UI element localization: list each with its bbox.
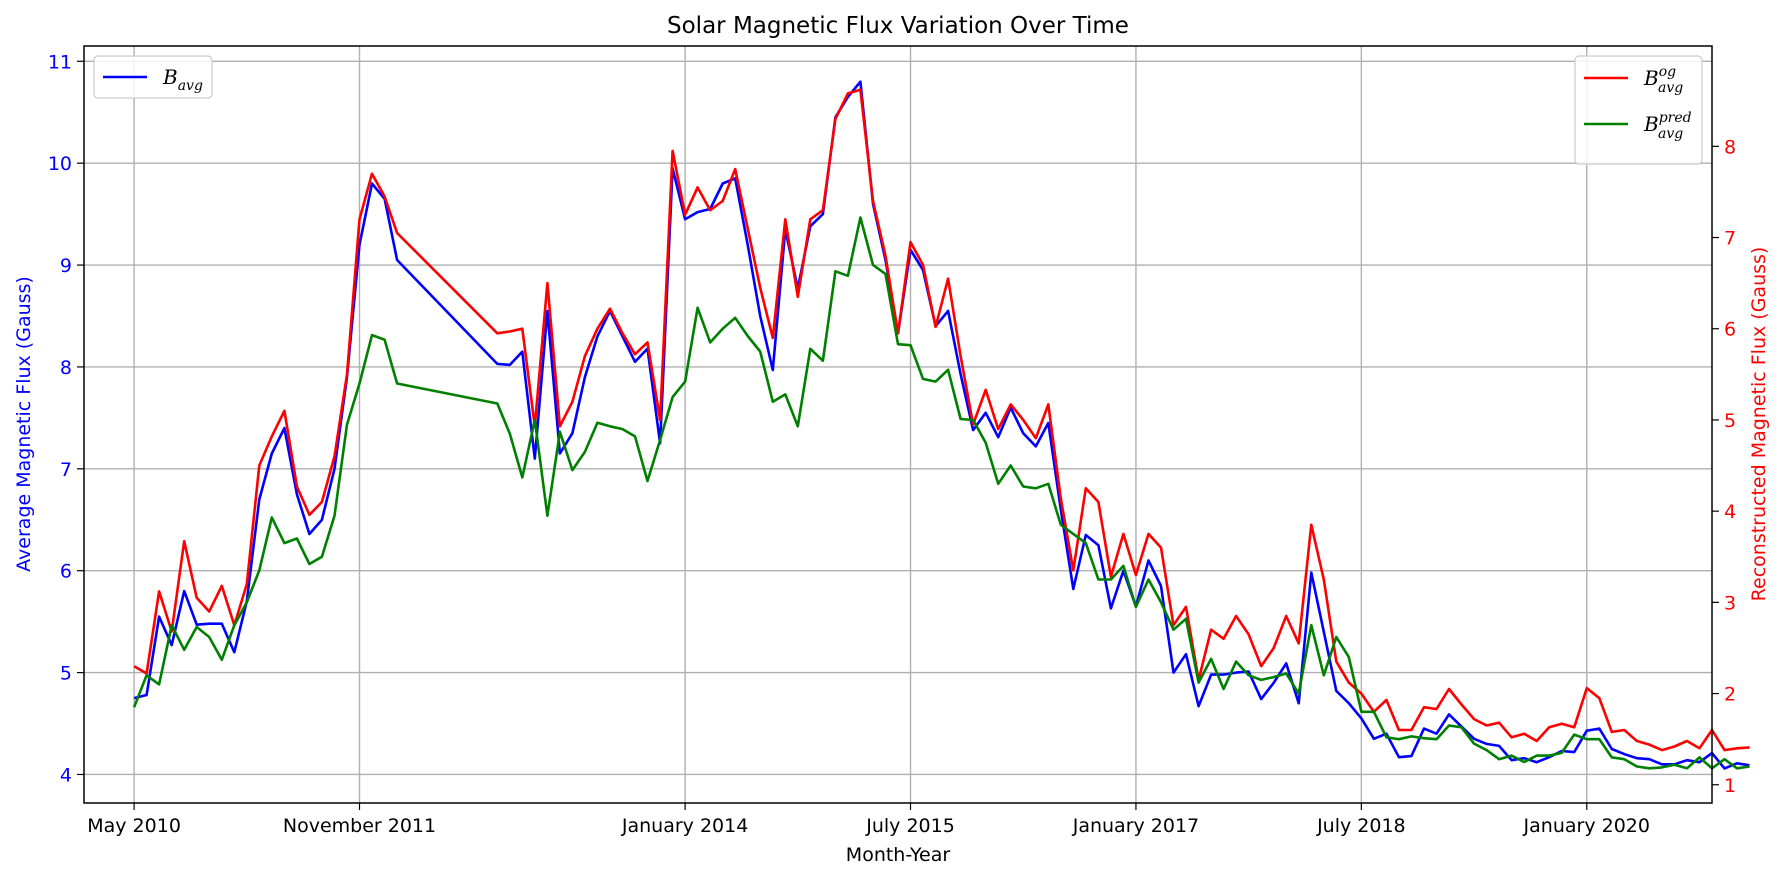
left-y-tick-label: 8 — [60, 357, 72, 379]
legend-label: Bog avg — [1643, 64, 1683, 96]
x-tick-label: January 2014 — [621, 815, 748, 837]
x-axis-title: Month-Year — [846, 844, 951, 866]
plot-frame — [83, 45, 1713, 804]
series-line-b-avg-pred — [132, 216, 1750, 770]
legend-top-left: Bavg — [93, 55, 213, 99]
right-y-axis-title: Reconstructed Magnetic Flux (Gauss) — [1748, 247, 1770, 602]
x-axis: May 2010 November 2011 January 2014 July 20… — [87, 803, 1650, 837]
grid — [84, 46, 1712, 803]
left-y-tick-label: 7 — [60, 459, 72, 481]
legend-top-right: Bog avg Bpred avg — [1574, 55, 1703, 165]
left-y-tick-label: 11 — [48, 51, 72, 73]
chart-title: Solar Magnetic Flux Variation Over Time — [667, 13, 1129, 39]
x-tick-label: November 2011 — [283, 815, 436, 837]
right-y-tick-label: 4 — [1724, 501, 1736, 523]
left-y-tick-label: 5 — [60, 663, 72, 685]
x-tick-label: July 2018 — [1316, 815, 1406, 837]
x-tick-label: January 2017 — [1072, 815, 1199, 837]
left-y-tick-label: 9 — [60, 255, 72, 277]
x-tick-label: May 2010 — [87, 815, 181, 837]
right-y-tick-label: 7 — [1724, 228, 1736, 250]
right-y-tick-label: 1 — [1724, 775, 1736, 797]
right-y-tick-label: 8 — [1724, 136, 1736, 158]
right-y-tick-label: 6 — [1724, 319, 1736, 341]
x-tick-label: January 2020 — [1523, 815, 1650, 837]
legend-label: Bavg — [162, 65, 203, 94]
left-y-tick-label: 6 — [60, 561, 72, 583]
x-tick-label: July 2015 — [865, 815, 955, 837]
right-y-tick-label: 3 — [1724, 592, 1736, 614]
series-line-b-avg-og — [133, 88, 1750, 752]
series-line-b-avg — [133, 80, 1750, 770]
left-y-tick-label: 4 — [60, 764, 72, 786]
left-y-axis-title: Average Magnetic Flux (Gauss) — [13, 276, 35, 572]
left-y-axis: 4 5 6 7 8 9 10 11 — [48, 51, 84, 786]
right-y-axis: 1 2 3 4 5 6 7 8 — [1712, 136, 1736, 797]
right-y-tick-label: 2 — [1724, 684, 1736, 706]
left-y-tick-label: 10 — [48, 153, 72, 175]
right-y-tick-label: 5 — [1724, 410, 1736, 432]
legend-label: Bpred avg — [1643, 110, 1692, 142]
legend-box — [93, 55, 213, 99]
legends: Bavg Bog avg Bpred avg — [93, 55, 1703, 165]
series-layer — [132, 80, 1750, 770]
legend-box — [1574, 55, 1703, 165]
